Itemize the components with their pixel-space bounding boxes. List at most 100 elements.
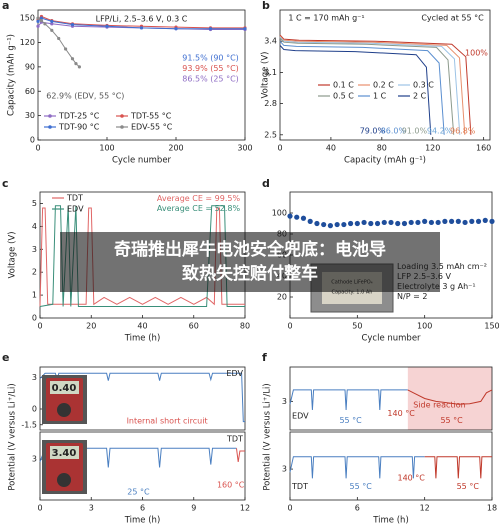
x-tick-label: 20	[86, 322, 96, 331]
data-point	[74, 62, 78, 66]
y-axis-label: Voltage (V)	[8, 231, 18, 278]
x-tick-label: 50	[352, 322, 362, 331]
data-point	[422, 218, 428, 224]
y-axis-label: Voltage (V)	[261, 51, 271, 98]
data-point	[348, 220, 354, 227]
data-point	[43, 22, 47, 26]
x-tick-label: 80	[377, 144, 387, 153]
x-tick-label: 200	[168, 144, 183, 153]
x-tick-label: 80	[240, 322, 250, 331]
data-point	[321, 221, 327, 228]
data-point	[105, 24, 109, 28]
series-line	[279, 40, 445, 135]
caption-text: 致热失控赔付整车	[182, 263, 318, 284]
y-tick-label: 3	[32, 245, 37, 254]
y-axis-label: Potential (V versus Li⁺/Li)	[8, 383, 18, 490]
legend-label: TDT-55 °C	[130, 112, 172, 121]
annotation: 140 °C	[387, 409, 415, 418]
data-point	[77, 65, 81, 69]
meter-display	[50, 446, 79, 459]
legend-label: 0.3 C	[413, 81, 434, 90]
panel-letter: d	[262, 177, 270, 190]
x-axis-label: Cycle number	[361, 334, 421, 344]
y-tick-label: 3	[282, 397, 287, 406]
annotation: 86.0%	[381, 126, 407, 135]
data-point	[435, 219, 441, 226]
y-tick-label: 2	[32, 268, 37, 277]
data-point	[395, 220, 401, 227]
legend-label: 0.5 C	[333, 92, 354, 101]
data-point	[408, 219, 414, 226]
data-point	[57, 36, 61, 41]
x-tick-label: 6	[355, 504, 360, 513]
y-tick-label: 0	[32, 314, 37, 323]
x-axis-label: Cycle number	[112, 156, 172, 166]
data-point	[307, 218, 313, 224]
data-point	[482, 217, 488, 223]
data-point	[208, 27, 213, 31]
y-tick-label: 2.5	[264, 130, 277, 139]
annotation: 55 °C	[350, 482, 373, 491]
annotation: 96.8%	[450, 126, 476, 135]
y-tick-label: 30	[25, 111, 35, 120]
series-line	[289, 389, 408, 411]
annotation: 55 °C	[339, 416, 362, 425]
annotation: 55 °C	[457, 482, 480, 491]
legend-label: EDV	[67, 205, 84, 214]
series-line	[279, 37, 455, 135]
annotation: Average CE = 99.5%	[157, 194, 241, 203]
annotation: 55 °C	[440, 416, 463, 425]
annotation: 94.2%	[427, 126, 453, 135]
annotation: 91.5% (90 °C)	[182, 54, 239, 63]
annotation: 91.0%	[402, 126, 428, 135]
y-axis-label: Capacity (mAh g⁻¹)	[7, 34, 17, 116]
series-line	[407, 389, 493, 405]
x-axis-label: Capacity (mAh g⁻¹)	[344, 156, 426, 166]
x-tick-label: 0	[35, 144, 40, 153]
x-tick-label: 0	[287, 504, 292, 513]
x-tick-label: 18	[487, 504, 497, 513]
annotation: 79.0%	[360, 126, 386, 135]
data-point	[243, 27, 247, 31]
x-tick-label: 100	[99, 144, 114, 153]
data-point	[428, 219, 434, 226]
y-tick-label: 4	[32, 222, 37, 231]
legend-label: 0.1 C	[333, 81, 354, 90]
data-point	[401, 220, 408, 227]
data-point	[415, 219, 421, 226]
meter-reading: 0.40	[52, 383, 77, 394]
x-tick-label: 100	[417, 322, 432, 331]
y-tick-label: 3	[32, 455, 37, 464]
legend-marker	[120, 114, 124, 118]
series-line	[279, 45, 432, 135]
panel-letter: e	[2, 351, 9, 364]
data-point	[374, 220, 381, 227]
x-tick-label: 9	[191, 504, 196, 513]
annotation: TDT	[226, 434, 243, 443]
x-tick-label: 40	[137, 322, 147, 331]
annotation: EDV	[226, 369, 243, 378]
y-tick-label: 0	[30, 136, 35, 145]
series-line	[236, 448, 245, 462]
data-point	[341, 221, 347, 228]
annotation: 62.9% (EDV, 55 °C)	[46, 91, 124, 100]
annotation: 160 °C	[217, 481, 245, 490]
y-tick-label: 5	[32, 199, 37, 208]
plot-frame	[279, 9, 491, 141]
annotation: 1 C = 170 mAh g⁻¹	[288, 13, 364, 22]
data-point	[36, 24, 40, 28]
plot-frame	[37, 9, 246, 141]
data-point	[36, 19, 40, 23]
x-axis-label: Time (h)	[372, 516, 409, 526]
annotation: 86.5% (25 °C)	[182, 74, 239, 83]
series-line	[39, 205, 245, 307]
annotation: EDV	[292, 412, 309, 421]
caption-band	[60, 232, 440, 292]
y-tick-label: 20	[277, 293, 287, 302]
data-point	[449, 218, 455, 224]
panel-letter: c	[2, 177, 9, 190]
plot-frame	[289, 366, 493, 431]
caption-text: 奇瑞推出犀牛电池安全兜底：电池导	[114, 239, 386, 260]
data-point	[36, 16, 40, 20]
